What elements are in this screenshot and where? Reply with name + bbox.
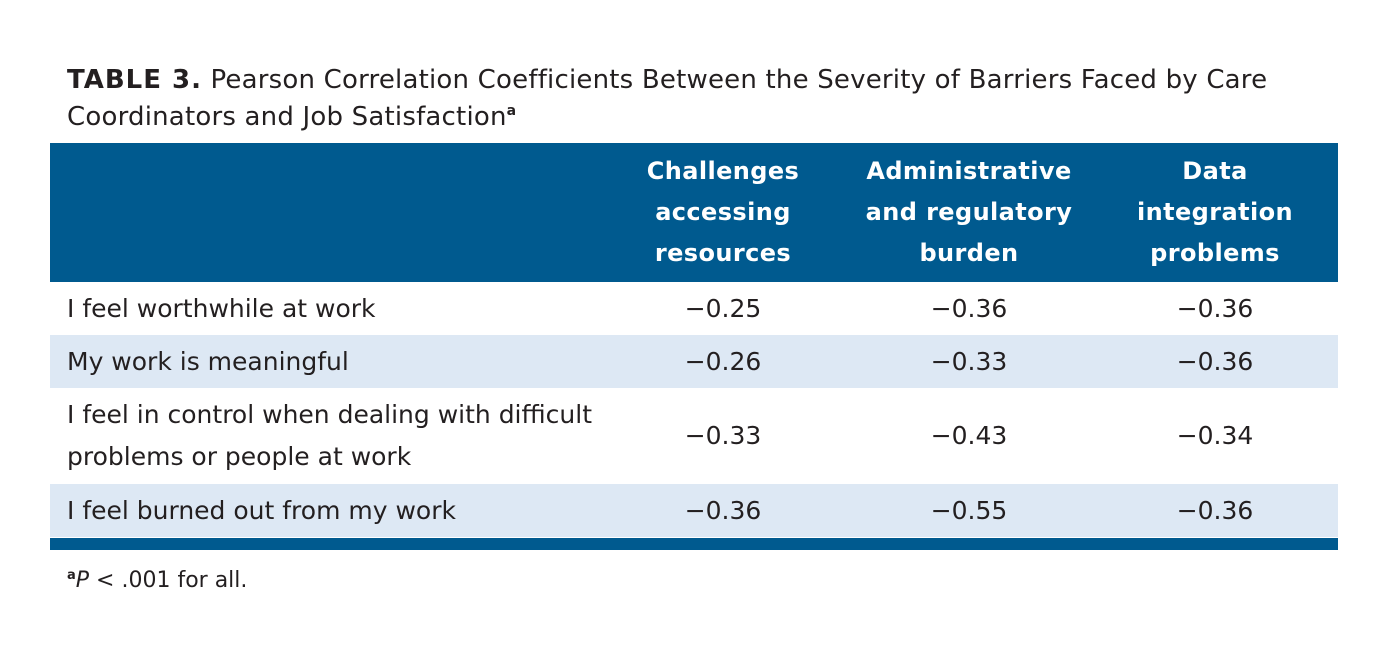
table-number: TABLE 3. bbox=[67, 65, 203, 95]
row-label: I feel worthwhile at work bbox=[67, 293, 376, 323]
table-header-row: Challenges accessing resources Administr… bbox=[50, 143, 1338, 282]
table-row: I feel in control when dealing with diff… bbox=[50, 388, 1338, 484]
row-label: My work is meaningful bbox=[67, 346, 349, 376]
table-cell: −0.25 bbox=[684, 293, 762, 323]
table-cell: −0.36 bbox=[1176, 293, 1254, 323]
column-header-challenges-accessing-resources: Challenges accessing resources bbox=[646, 157, 800, 267]
column-header-blank bbox=[50, 143, 600, 282]
table-cell: −0.26 bbox=[684, 346, 762, 376]
table-cell: −0.36 bbox=[684, 495, 762, 525]
table-row: My work is meaningful −0.26 −0.33 −0.36 bbox=[50, 335, 1338, 388]
correlation-table: Challenges accessing resources Administr… bbox=[50, 143, 1338, 537]
table-cell: −0.55 bbox=[930, 495, 1008, 525]
row-label: I feel in control when dealing with diff… bbox=[67, 400, 593, 471]
row-label: I feel burned out from my work bbox=[67, 495, 456, 525]
table-cell: −0.36 bbox=[1176, 495, 1254, 525]
table-title: TABLE 3. Pearson Correlation Coefficient… bbox=[67, 62, 1327, 136]
footnote-text: < .001 for all. bbox=[89, 568, 248, 593]
table-footnote: aP < .001 for all. bbox=[67, 566, 247, 596]
table-cell: −0.43 bbox=[930, 421, 1008, 450]
table-cell: −0.36 bbox=[930, 293, 1008, 323]
footnote-p-variable: P bbox=[75, 568, 90, 593]
table-row: I feel worthwhile at work −0.25 −0.36 −0… bbox=[50, 282, 1338, 335]
table-cell: −0.33 bbox=[930, 346, 1008, 376]
table-cell: −0.36 bbox=[1176, 346, 1254, 376]
table-cell: −0.33 bbox=[684, 421, 762, 450]
column-header-data-integration-problems: Data integration problems bbox=[1137, 157, 1293, 267]
column-header-administrative-regulatory-burden: Administrative and regulatory burden bbox=[865, 157, 1073, 267]
footnote-marker: a bbox=[67, 568, 76, 583]
table-cell: −0.34 bbox=[1176, 421, 1254, 450]
table-row: I feel burned out from my work −0.36 −0.… bbox=[50, 484, 1338, 537]
title-footnote-marker: a bbox=[506, 103, 517, 119]
table-bottom-rule bbox=[50, 538, 1338, 550]
table-title-text: Pearson Correlation Coefficients Between… bbox=[67, 65, 1268, 132]
